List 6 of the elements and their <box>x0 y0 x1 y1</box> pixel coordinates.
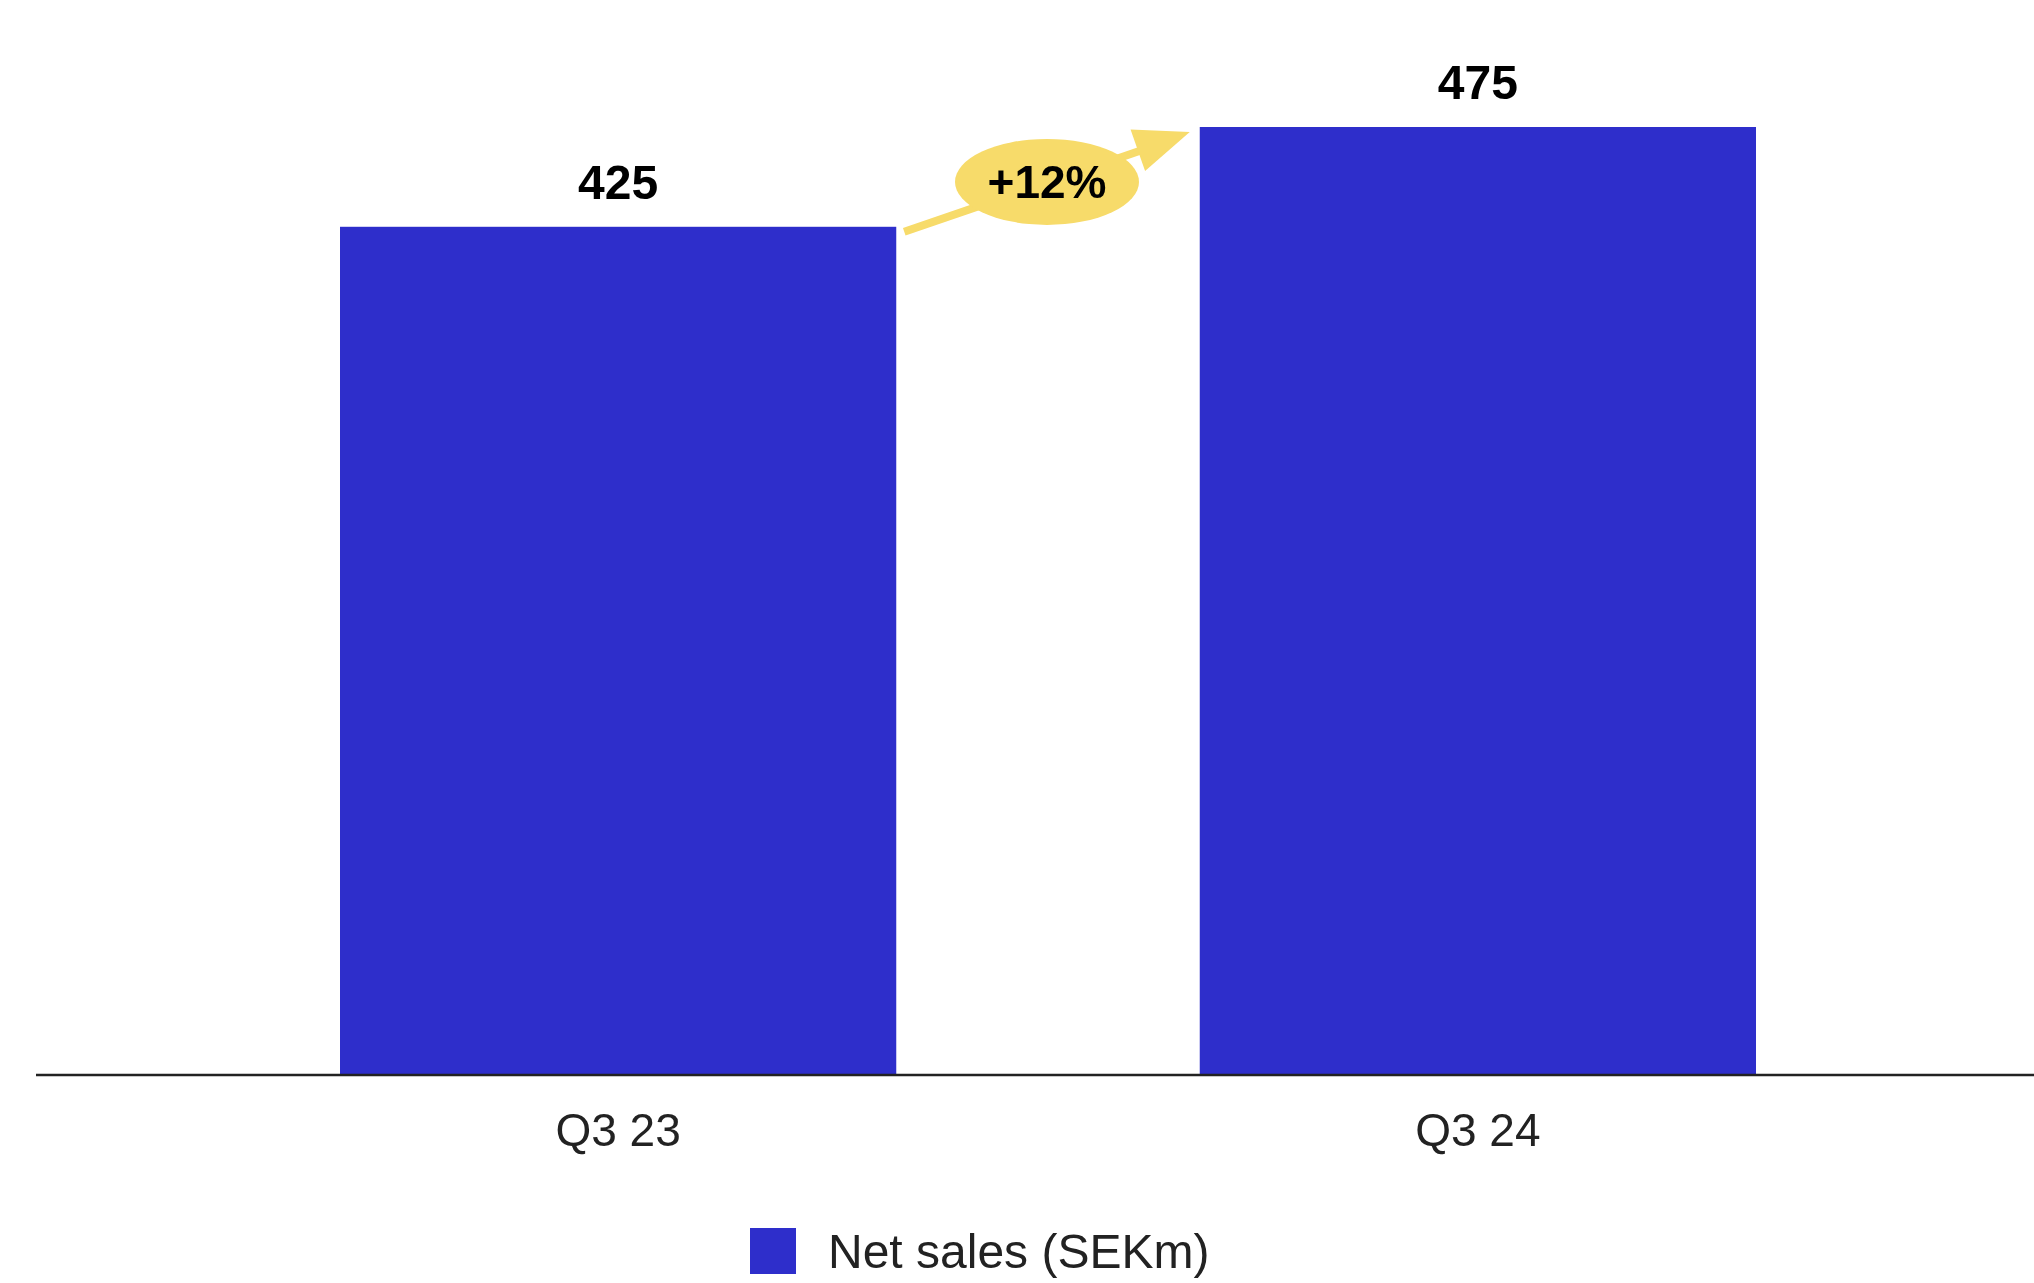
data-label: 475 <box>1437 56 1518 109</box>
annotation: +12% <box>987 155 1107 208</box>
legend-label: Net sales (SEKm) <box>828 1225 1210 1278</box>
x-tick-label: Q3 23 <box>555 1103 681 1156</box>
x-tick-label: Q3 24 <box>1415 1103 1541 1156</box>
data-label: 425 <box>578 155 659 209</box>
